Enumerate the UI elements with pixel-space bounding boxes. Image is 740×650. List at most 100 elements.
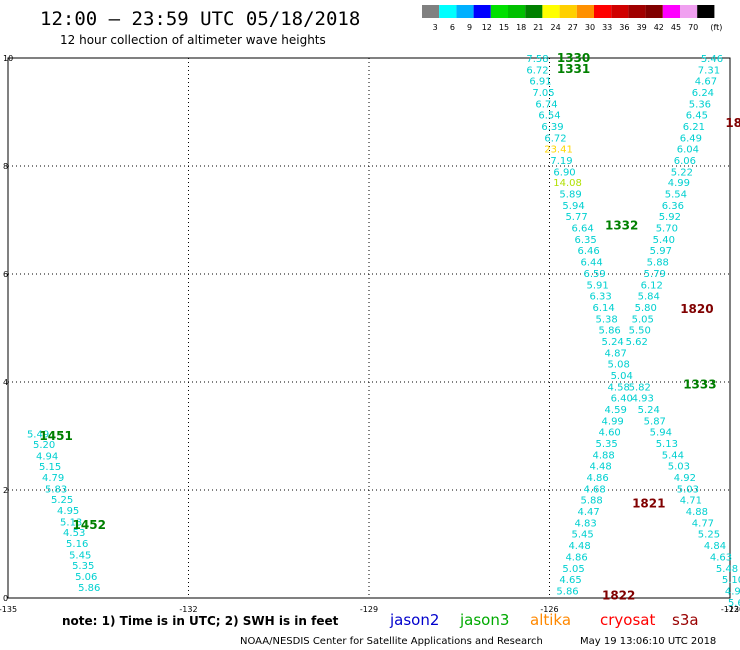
swh-value: 4.87 xyxy=(605,348,627,359)
swh-value: 5.84 xyxy=(638,292,660,303)
swh-value: 5.46 xyxy=(701,54,723,65)
swh-value: 6.14 xyxy=(593,303,615,314)
swh-value: 5.88 xyxy=(580,496,602,507)
swh-value: 14.08 xyxy=(553,178,582,189)
x-tick-label: -123 xyxy=(721,605,739,614)
swh-value: 4.67 xyxy=(695,77,717,88)
swh-value: 5.86 xyxy=(556,586,578,597)
footer-timestamp: May 19 13:06:10 UTC 2018 xyxy=(580,636,716,647)
scale-swatch xyxy=(680,5,698,18)
scale-swatch xyxy=(542,5,560,18)
swh-value: 5.45 xyxy=(69,550,91,561)
swh-value: 4.99 xyxy=(602,416,624,427)
legend-s3a: s3a xyxy=(672,611,699,629)
swh-value: 5.25 xyxy=(698,530,720,541)
x-tick-label: -126 xyxy=(540,605,558,614)
swh-value: 5.35 xyxy=(72,561,94,572)
swh-value: 6.21 xyxy=(683,122,705,133)
swh-value: 5.44 xyxy=(662,450,684,461)
swh-value: 5.10 xyxy=(722,575,740,586)
pass-label: 1452 xyxy=(73,518,106,532)
swh-value: 4.58 xyxy=(608,382,630,393)
swh-value: 4.84 xyxy=(704,541,726,552)
swh-value: 5.94 xyxy=(650,428,672,439)
scale-swatch xyxy=(662,5,680,18)
y-tick-label: 8 xyxy=(3,162,8,171)
swh-value: 5.77 xyxy=(565,212,587,223)
y-tick-label: 10 xyxy=(3,54,13,63)
swh-value: 6.36 xyxy=(662,201,684,212)
scale-swatch xyxy=(628,5,646,18)
scale-swatch xyxy=(576,5,594,18)
swh-value: 5.22 xyxy=(671,167,693,178)
swh-value: 5.25 xyxy=(51,495,73,506)
swh-value: 5.94 xyxy=(562,201,584,212)
swh-value: 5.82 xyxy=(629,382,651,393)
x-tick-label: -132 xyxy=(179,605,197,614)
swh-value: 4.77 xyxy=(692,518,714,529)
swh-value: 6.72 xyxy=(526,65,548,76)
swh-value: 5.13 xyxy=(60,517,82,528)
satellite-legend: jason2 jason3 altika cryosat s3a xyxy=(389,611,699,629)
x-tick-label: -120 xyxy=(726,605,740,614)
swh-value: 5.87 xyxy=(644,416,666,427)
scale-swatch xyxy=(473,5,491,18)
swh-value: 6.33 xyxy=(590,292,612,303)
swh-value: 6.72 xyxy=(544,133,566,144)
y-tick-label: 2 xyxy=(3,486,8,495)
pass-label: 1331 xyxy=(557,62,590,76)
swh-value: 5.08 xyxy=(608,360,630,371)
scale-label: 24 xyxy=(551,23,561,32)
axis-ticks: -135 -132 -129 -126 -123-120 0 2 4 6 8 10 xyxy=(0,54,740,614)
scale-swatch xyxy=(594,5,612,18)
swh-value: 4.83 xyxy=(574,518,596,529)
scale-label: 30 xyxy=(585,23,595,32)
x-tick-label: -135 xyxy=(0,605,17,614)
legend-cryosat: cryosat xyxy=(600,611,655,629)
scale-label: (ft) xyxy=(710,23,722,32)
swh-value: 6.64 xyxy=(571,224,593,235)
scale-swatch xyxy=(525,5,543,18)
swh-value: 6.45 xyxy=(686,111,708,122)
swh-value: 7.05 xyxy=(532,88,554,99)
swh-value: 5.62 xyxy=(626,337,648,348)
swh-value: 4.94 xyxy=(36,451,58,462)
swh-value: 5.36 xyxy=(689,99,711,110)
swh-value: 5.70 xyxy=(656,224,678,235)
scale-label: 33 xyxy=(602,23,612,32)
swh-value: 7.19 xyxy=(550,156,572,167)
scale-label: 9 xyxy=(467,23,472,32)
scale-swatch xyxy=(456,5,474,18)
footer-credit: NOAA/NESDIS Center for Satellite Applica… xyxy=(240,636,543,647)
swh-value: 4.65 xyxy=(559,575,581,586)
swh-value: 6.39 xyxy=(541,122,563,133)
swh-value: 5.48 xyxy=(716,564,738,575)
scale-swatch xyxy=(490,5,508,18)
scale-swatch xyxy=(645,5,663,18)
swh-value: 5.13 xyxy=(656,439,678,450)
swh-value: 4.60 xyxy=(599,428,621,439)
pass-label: 1451 xyxy=(39,429,72,443)
swh-value: 5.24 xyxy=(602,337,624,348)
swh-value: 5.97 xyxy=(650,246,672,257)
pass-label: 1333 xyxy=(683,378,716,392)
swh-value: 5.79 xyxy=(644,269,666,280)
swh-value: 4.93 xyxy=(632,394,654,405)
y-tick-label: 0 xyxy=(3,594,8,603)
swh-value: 4.99 xyxy=(668,178,690,189)
swh-value: 5.20 xyxy=(33,440,55,451)
chart-subtitle: 12 hour collection of altimeter wave hei… xyxy=(60,33,326,47)
swh-value: 4.95 xyxy=(57,506,79,517)
swh-value: 4.48 xyxy=(568,541,590,552)
swh-value: 6.54 xyxy=(538,111,560,122)
swh-value: 6.91 xyxy=(529,77,551,88)
scale-label: 21 xyxy=(533,23,543,32)
scale-swatch xyxy=(439,5,457,18)
scale-label: 42 xyxy=(654,23,664,32)
swh-value: 5.88 xyxy=(647,258,669,269)
swh-value: 23.41 xyxy=(544,145,573,156)
scale-label: 15 xyxy=(499,23,509,32)
swh-value: 5.03 xyxy=(668,462,690,473)
scale-label: 70 xyxy=(688,23,698,32)
